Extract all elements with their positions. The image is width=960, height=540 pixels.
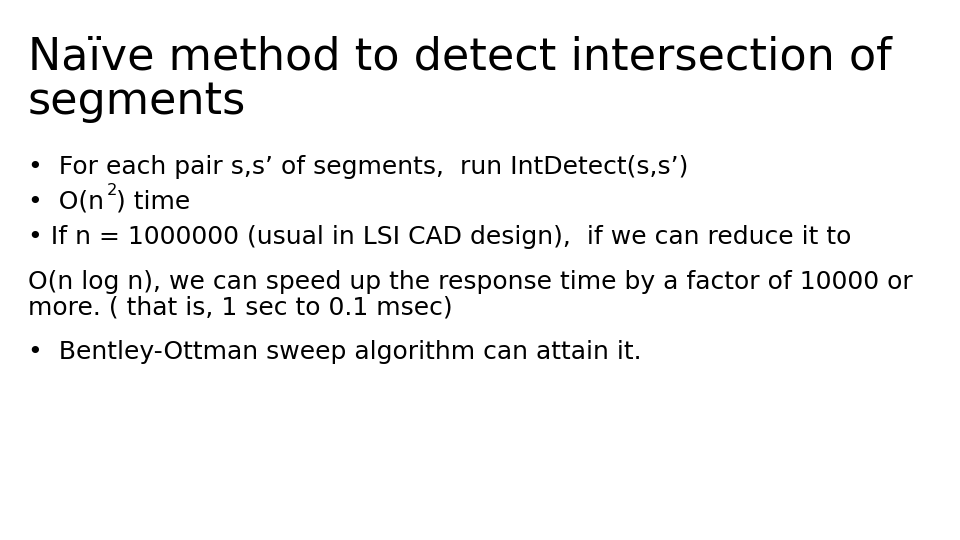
Text: more. ( that is, 1 sec to 0.1 msec): more. ( that is, 1 sec to 0.1 msec) bbox=[28, 295, 452, 319]
Text: 2: 2 bbox=[107, 183, 117, 198]
Text: • If n = 1000000 (usual in LSI CAD design),  if we can reduce it to: • If n = 1000000 (usual in LSI CAD desig… bbox=[28, 225, 852, 249]
Text: O(n log n), we can speed up the response time by a factor of 10000 or: O(n log n), we can speed up the response… bbox=[28, 270, 913, 294]
Text: ) time: ) time bbox=[116, 190, 190, 214]
Text: •  Bentley-Ottman sweep algorithm can attain it.: • Bentley-Ottman sweep algorithm can att… bbox=[28, 340, 641, 364]
Text: Naïve method to detect intersection of: Naïve method to detect intersection of bbox=[28, 35, 892, 78]
Text: segments: segments bbox=[28, 80, 247, 123]
Text: •  O(n: • O(n bbox=[28, 190, 104, 214]
Text: •  For each pair s,s’ of segments,  run IntDetect(s,s’): • For each pair s,s’ of segments, run In… bbox=[28, 155, 688, 179]
